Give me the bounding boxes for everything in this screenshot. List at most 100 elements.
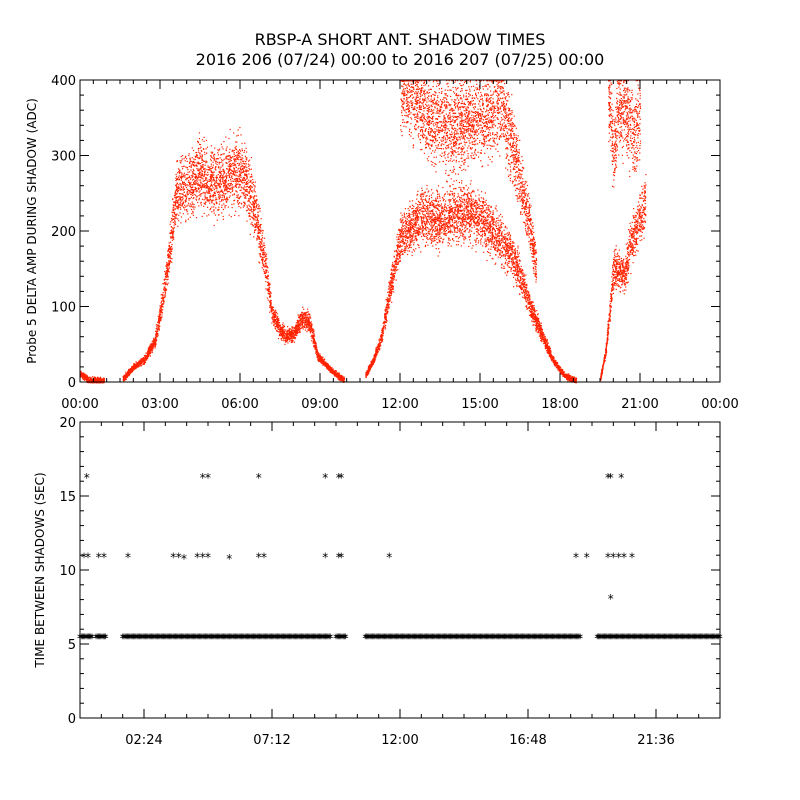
data-point: [133, 363, 135, 365]
data-point: [259, 255, 261, 257]
data-point: [160, 302, 162, 304]
data-point: [237, 151, 239, 153]
data-point: [260, 256, 262, 258]
data-point: [339, 380, 341, 382]
data-point: [183, 158, 185, 160]
data-point: [215, 166, 217, 168]
data-point: [315, 352, 317, 354]
data-point: [142, 358, 144, 360]
data-point: [415, 248, 417, 250]
data-point: [310, 321, 312, 323]
data-point: [253, 198, 255, 200]
data-point: [131, 371, 134, 373]
data-point: [194, 176, 197, 178]
data-point: [318, 356, 320, 358]
data-point: [227, 165, 229, 167]
data-point: [83, 372, 85, 374]
data-point: [102, 380, 104, 382]
data-point: [295, 332, 297, 334]
data-point: [326, 363, 328, 365]
data-point: [240, 169, 242, 171]
data-point: [181, 166, 183, 168]
data-point: [223, 141, 225, 143]
data-point: [222, 190, 224, 193]
data-point: [205, 148, 207, 150]
data-point: [188, 154, 190, 157]
data-point: [275, 309, 277, 311]
data-point: [258, 208, 260, 210]
data-point: [185, 186, 187, 189]
data-point: [311, 334, 313, 336]
data-point: [165, 265, 167, 267]
data-point: [188, 165, 190, 168]
data-point: [500, 213, 502, 215]
data-point: [185, 209, 188, 211]
data-point: [189, 190, 191, 192]
data-point: [201, 177, 203, 179]
data-point: [217, 194, 220, 196]
data-point: [185, 219, 187, 221]
data-point: [179, 170, 181, 172]
data-point: [183, 195, 185, 197]
data-point: [256, 226, 258, 228]
data-point: [199, 173, 201, 175]
data-point: [169, 247, 171, 249]
data-point: [202, 186, 204, 188]
data-point: [213, 155, 215, 157]
data-point: [241, 182, 243, 184]
data-point: [157, 327, 159, 330]
data-point: [250, 187, 252, 189]
data-point: [317, 352, 319, 354]
data-point: [210, 160, 212, 162]
data-point: [233, 155, 235, 158]
data-point: [297, 323, 299, 325]
data-point: [195, 194, 197, 196]
data-point: [184, 156, 186, 158]
data-point: [295, 335, 297, 337]
data-point: [239, 163, 241, 165]
data-point: [191, 161, 193, 163]
data-point: [258, 236, 260, 238]
data-point: [239, 152, 241, 154]
data-point: [186, 209, 188, 211]
data-point: [216, 158, 218, 160]
data-point: [310, 328, 312, 330]
data-point: [338, 379, 340, 381]
data-point: [213, 191, 215, 193]
data-point: [168, 247, 170, 250]
data-point: [176, 196, 178, 198]
data-point: [197, 175, 199, 177]
data-point: [205, 179, 207, 181]
data-point: [189, 182, 191, 185]
data-point: [160, 305, 162, 307]
data-point: [213, 199, 215, 201]
data-point: [148, 352, 150, 355]
data-point: [173, 209, 175, 211]
data-point: [245, 189, 247, 191]
data-point: [207, 200, 209, 202]
data-point: [164, 283, 166, 285]
data-point: [239, 171, 241, 173]
data-point: [173, 238, 175, 240]
data-point: [200, 181, 202, 183]
data-point: [306, 317, 308, 319]
data-point: [164, 282, 167, 285]
data-point: [176, 205, 178, 207]
data-point: [313, 334, 315, 337]
data-point: [277, 338, 280, 340]
data-point: [247, 208, 249, 210]
data-point: [97, 377, 99, 379]
data-point: [445, 206, 447, 208]
data-point: [97, 380, 100, 382]
data-point: [154, 339, 156, 342]
data-point: [204, 168, 206, 170]
data-point: [269, 311, 271, 313]
data-point: [229, 148, 231, 150]
data-point: [330, 369, 332, 372]
data-point: [521, 281, 524, 283]
data-point: [230, 187, 232, 189]
data-point: [194, 155, 196, 157]
data-point: [208, 180, 210, 182]
data-point: [175, 196, 177, 199]
data-point: [242, 157, 244, 159]
